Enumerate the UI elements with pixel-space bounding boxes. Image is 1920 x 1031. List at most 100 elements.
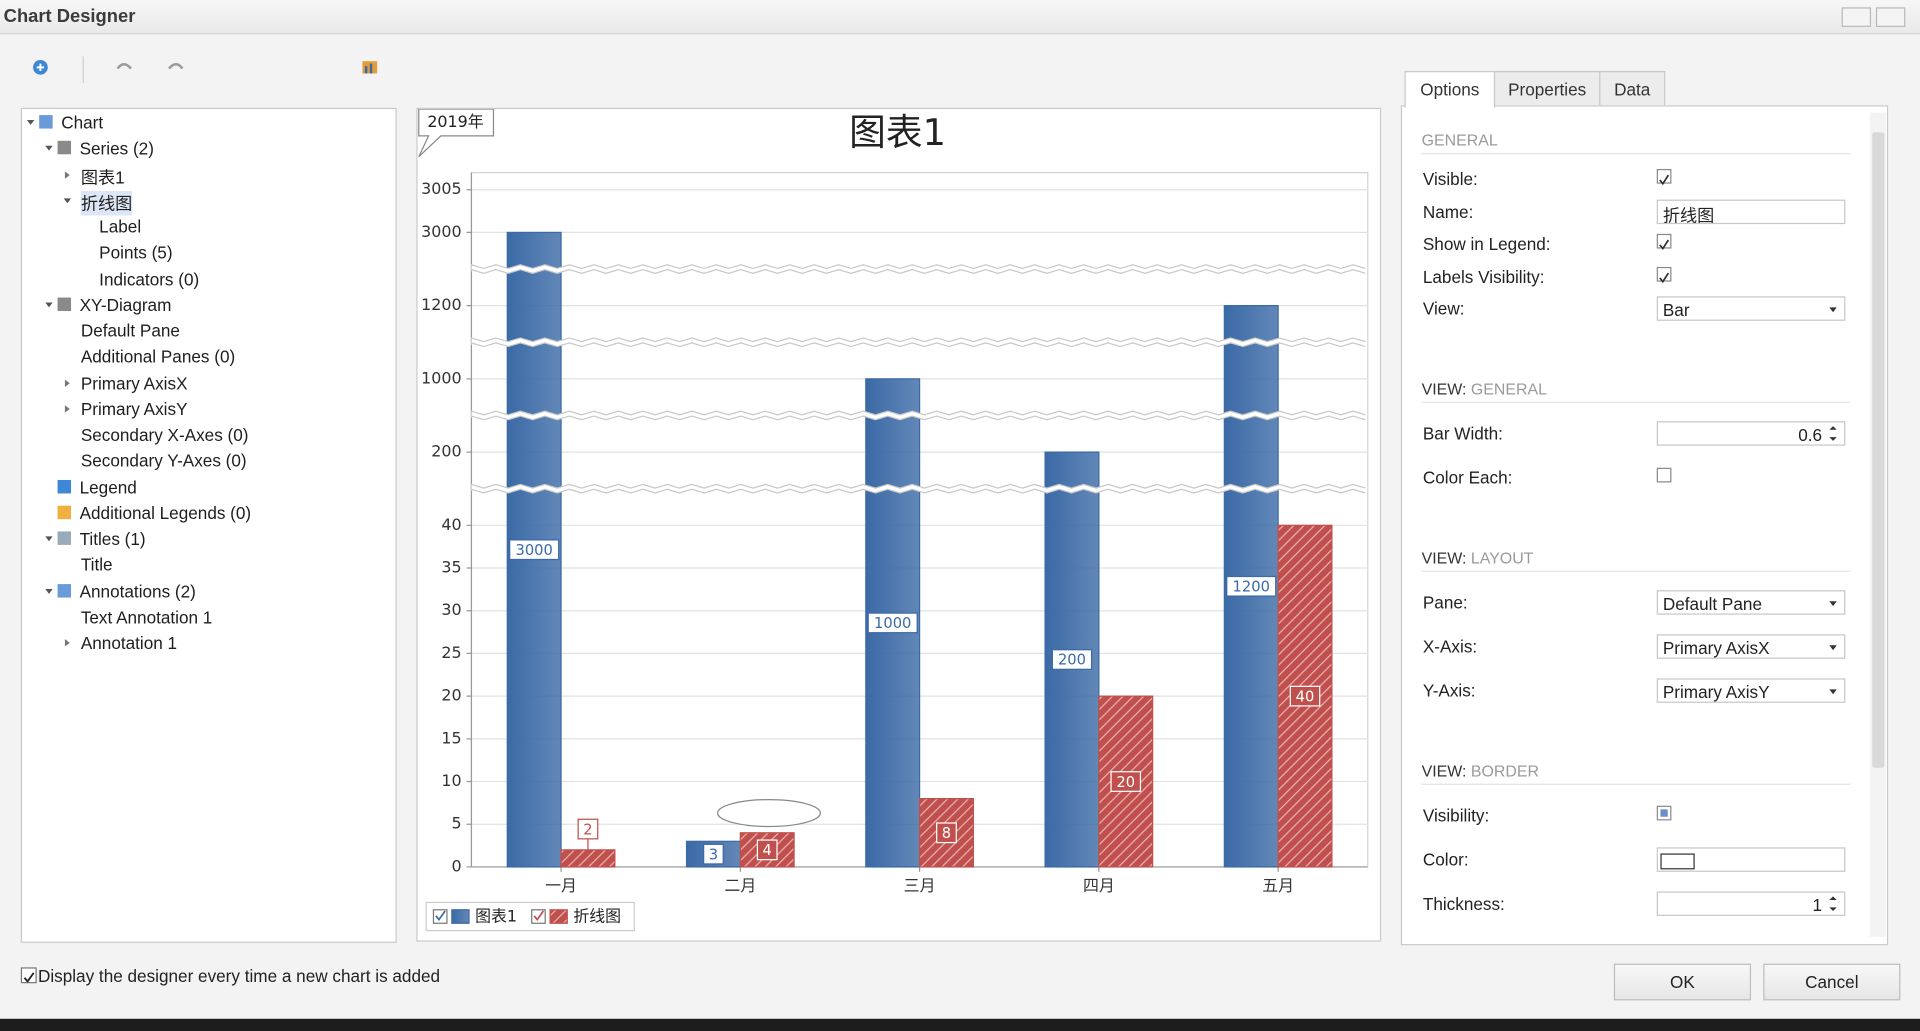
spin-up <box>1829 426 1837 430</box>
check-mark <box>1659 239 1670 251</box>
tree-icon <box>57 141 72 155</box>
scale-break <box>471 264 1368 274</box>
tree-item[interactable]: Titles (1) <box>22 527 395 553</box>
dropdown-field[interactable]: Primary AxisY <box>1656 678 1846 703</box>
tree-item[interactable]: Chart <box>22 110 395 136</box>
footer-checkbox[interactable] <box>20 967 37 984</box>
checkbox[interactable] <box>1656 467 1672 483</box>
dropdown-field[interactable]: Default Pane <box>1656 590 1846 615</box>
scale-break <box>471 484 1368 493</box>
tab[interactable]: Properties <box>1493 71 1601 106</box>
tree-item[interactable]: Legend <box>22 474 395 500</box>
ok-button[interactable]: OK <box>1613 963 1752 1001</box>
restore-button[interactable] <box>1841 7 1872 27</box>
tree-item[interactable]: Secondary Y-Axes (0) <box>22 448 395 474</box>
tab[interactable]: Data <box>1599 71 1666 106</box>
window-title: Chart Designer <box>3 6 136 27</box>
section-heading: GENERAL <box>1421 131 1851 155</box>
data-label: 20 <box>1116 774 1135 791</box>
tree-item[interactable]: Annotation 1 <box>22 631 395 657</box>
tree-item[interactable]: Points (5) <box>22 240 395 266</box>
checkbox[interactable] <box>1656 168 1672 186</box>
tree-item[interactable]: Label <box>22 214 395 240</box>
field-label: X-Axis: <box>1422 636 1478 657</box>
tree-label: Label <box>99 216 142 237</box>
tree-item[interactable]: 图表1 <box>22 162 395 188</box>
tree-label: 折线图 <box>80 190 133 216</box>
dropdown-field[interactable]: Bar <box>1656 296 1846 321</box>
y-tick-label: 40 <box>441 515 461 534</box>
checkbox[interactable] <box>1656 805 1672 821</box>
tree-item[interactable]: Secondary X-Axes (0) <box>22 422 395 448</box>
checkbox[interactable] <box>1656 266 1672 283</box>
scale-break-edge <box>470 337 1366 343</box>
tab[interactable]: Options <box>1404 71 1496 108</box>
tree-item[interactable]: 折线图 <box>22 188 395 216</box>
tree-label: Primary AxisY <box>80 398 188 419</box>
field-label: Bar Width: <box>1422 423 1503 444</box>
scale-break-edge <box>470 268 1366 274</box>
data-label-box <box>509 539 560 561</box>
toolbar <box>33 56 378 84</box>
expand-arrow <box>63 198 72 203</box>
data-label-box <box>1226 575 1277 597</box>
x-tick-label: 五月 <box>1262 876 1294 895</box>
tree-item[interactable]: Primary AxisX <box>22 370 395 396</box>
tree-label: Indicators (0) <box>99 268 200 289</box>
redo-button[interactable] <box>168 63 184 70</box>
bar <box>918 798 974 868</box>
data-label-box <box>936 822 957 844</box>
tree-label: Titles (1) <box>79 528 146 549</box>
close-button[interactable] <box>1875 7 1906 27</box>
tree-item[interactable]: Default Pane <box>22 318 395 344</box>
chart-preview: 0 5 10 15 20 25 30 35 40 200 1000 1200 3000 3005 图表1 一月… <box>416 107 1382 942</box>
tree-item[interactable]: Text Annotation 1 <box>22 605 395 631</box>
field-label: Visible: <box>1422 168 1478 189</box>
tree-item[interactable]: XY-Diagram <box>22 292 395 318</box>
add-icon <box>36 63 45 72</box>
tree-item[interactable]: Primary AxisY <box>22 396 395 422</box>
undo-button[interactable] <box>116 63 132 70</box>
check-path <box>1659 271 1670 283</box>
collapse-arrow <box>64 405 70 413</box>
section-title: GENERAL <box>1470 379 1547 398</box>
tree-label: Points (5) <box>99 242 173 263</box>
checkbox[interactable] <box>1656 233 1672 251</box>
color-field[interactable] <box>1656 847 1846 872</box>
data-label: 3 <box>709 846 718 863</box>
tree-label: Series (2) <box>79 138 154 159</box>
data-label: 40 <box>1296 688 1315 705</box>
check-mark <box>1659 271 1670 283</box>
section-title: LAYOUT <box>1470 548 1534 567</box>
tree-item[interactable]: Annotations (2) <box>22 579 395 605</box>
field-label: Name: <box>1422 201 1474 222</box>
tree-label: Text Annotation 1 <box>80 607 213 627</box>
scroll-thumb[interactable] <box>1872 132 1885 768</box>
tree-item[interactable]: Additional Panes (0) <box>22 344 395 370</box>
section-prefix: VIEW: <box>1421 548 1467 567</box>
spinner-field[interactable]: 0.6 <box>1656 421 1846 446</box>
section-title: GENERAL <box>1421 131 1498 150</box>
spinner-field[interactable]: 1 <box>1656 891 1846 916</box>
field-label: Y-Axis: <box>1422 680 1476 701</box>
field-label: Labels Visibility: <box>1422 266 1545 286</box>
field-value: Primary AxisY <box>1662 682 1770 702</box>
tree-label: Additional Panes (0) <box>80 346 236 367</box>
tree-icon <box>57 479 72 493</box>
dropdown-field[interactable]: Primary AxisX <box>1656 634 1846 659</box>
section-heading: VIEW: GENERAL <box>1421 379 1851 403</box>
legend-swatch <box>451 909 470 924</box>
y-tick-label: 10 <box>441 771 461 790</box>
tree-item[interactable]: Indicators (0) <box>22 266 395 292</box>
text-field[interactable]: 折线图 <box>1656 198 1846 225</box>
tree-item[interactable]: Additional Legends (0) <box>22 501 395 527</box>
cancel-button[interactable]: Cancel <box>1763 963 1901 1001</box>
tree-label: Legend <box>79 476 137 497</box>
indeterminate-mark <box>1660 809 1668 817</box>
x-tick-label: 二月 <box>724 876 756 895</box>
section-prefix: VIEW: <box>1421 761 1467 781</box>
tree-item[interactable]: Series (2) <box>22 136 395 162</box>
tree-item[interactable]: Title <box>22 553 395 579</box>
tree-label: Secondary Y-Axes (0) <box>80 450 247 471</box>
